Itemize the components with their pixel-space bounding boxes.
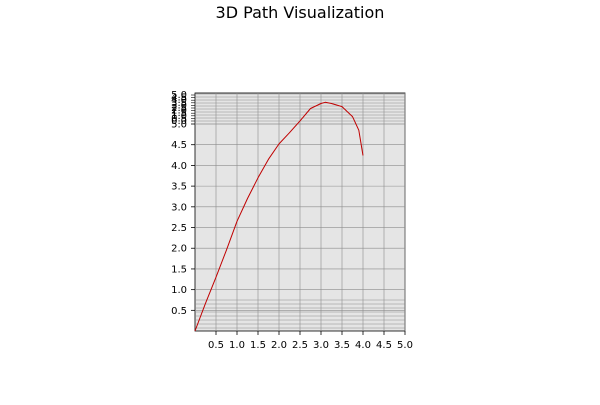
x-tick-label: 5.0 [397, 340, 413, 351]
y-tick-label-compressed: 4.5 [171, 93, 187, 104]
y-tick-label: 5.0 [171, 120, 187, 131]
y-tick-label: 4.5 [171, 140, 187, 151]
y-tick-label-compressed: 1.0 [171, 111, 187, 122]
y-tick-label: 3.0 [171, 202, 187, 213]
x-tick-label: 3.5 [334, 340, 350, 351]
x-tick-label: 2.5 [292, 340, 308, 351]
y-tick-label-compressed: 4.0 [171, 95, 187, 106]
y-tick-label-compressed: 5.0 [171, 90, 187, 101]
y-tick-label: 1.5 [171, 264, 187, 275]
y-tick-label: 2.0 [171, 244, 187, 255]
y-tick-label: 2.5 [171, 223, 187, 234]
x-tick-label: 2.0 [271, 340, 287, 351]
chart-title: 3D Path Visualization [215, 3, 385, 22]
y-tick-label-compressed: 0.0 [171, 116, 187, 127]
y-tick-label-compressed: 2.0 [171, 106, 187, 117]
x-tick-label: 1.5 [250, 340, 266, 351]
y-tick-label: 0.5 [171, 306, 187, 317]
x-tick-label: 4.0 [355, 340, 371, 351]
x-tick-label: 4.5 [376, 340, 392, 351]
y-tick-label-compressed: 3.5 [171, 98, 187, 109]
y-tick-label-compressed: 3.0 [171, 100, 187, 111]
x-tick-label: 1.0 [229, 340, 245, 351]
path-line [194, 101, 364, 332]
y-tick-label: 3.5 [171, 182, 187, 193]
x-tick-label: 3.0 [313, 340, 329, 351]
x-tick-label: 0.5 [208, 340, 224, 351]
y-tick-label: 4.0 [171, 161, 187, 172]
y-tick-label-compressed: 2.5 [171, 103, 187, 114]
y-tick-label: 1.0 [171, 285, 187, 296]
y-tick-label-compressed: 0.5 [171, 113, 187, 124]
y-tick-label-compressed: 1.5 [171, 108, 187, 119]
